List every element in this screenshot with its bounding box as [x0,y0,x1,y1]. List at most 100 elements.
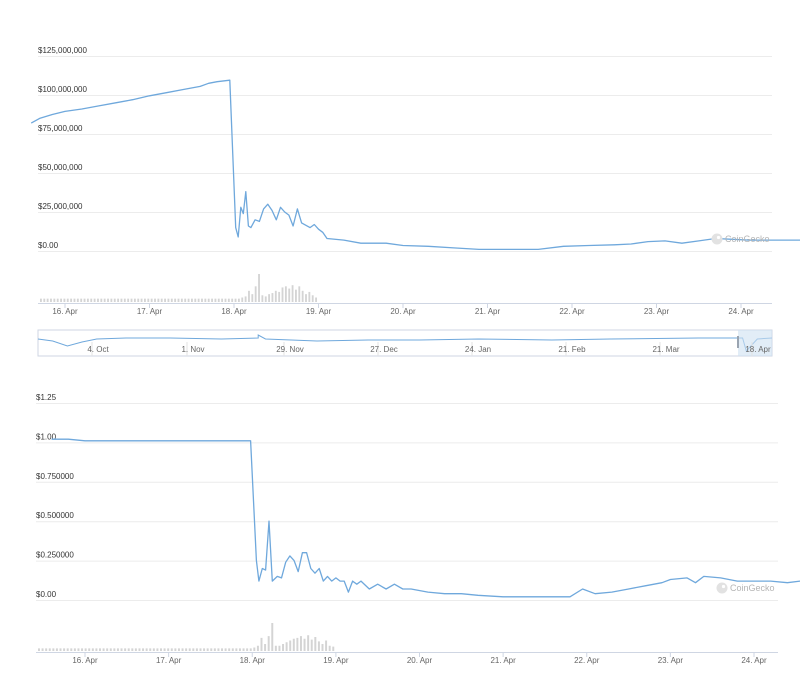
volume-bar [90,298,93,302]
volume-bar [284,286,287,302]
volume-bar [150,298,153,302]
y-tick-label: $25,000,000 [38,202,83,211]
y-tick-label: $100,000,000 [38,85,87,94]
volume-bar [188,648,191,651]
volume-bar [95,648,98,651]
coingecko-logo-eye [716,235,721,240]
volume-bar [180,298,183,302]
volume-bar [163,648,166,651]
volume-bar [256,645,259,651]
volume-bar [238,648,241,651]
volume-bar [227,298,230,302]
volume-bar [242,648,245,651]
volume-bar [110,298,113,302]
volume-bar [321,644,324,651]
x-tick-label: 17. Apr [156,656,182,665]
volume-bar [187,298,190,302]
volume-bar [332,646,335,651]
volume-bar [228,648,231,651]
volume-bar [203,648,206,651]
volume-bar [214,298,217,302]
volume-bar [204,298,207,302]
volume-bar [210,648,213,651]
volume-bar [274,645,277,651]
volume-bar [127,298,130,302]
volume-bar [213,648,216,651]
market-cap-chart: $125,000,000 $100,000,000 $75,000,000 $50,0… [30,46,800,357]
x-tick-label: 20. Apr [407,656,433,665]
volume-bar [201,298,203,302]
volume-bar [231,298,234,302]
volume-bar [271,623,274,651]
volume-bar [301,290,304,302]
volume-bar [152,648,155,651]
volume-bar [311,295,314,302]
volume-bar [291,285,294,302]
volume-bar [221,298,224,302]
volume-bar [107,298,109,302]
y-tick-label: $0.750000 [36,472,74,481]
volume-bar [80,298,83,302]
volume-bar [134,648,137,651]
volume-bar [192,648,195,651]
volume-bar [278,645,281,651]
volume-bar [167,298,170,302]
volume-bar [156,648,159,651]
volume-bar [174,298,177,302]
volume-bar [170,298,173,302]
watermark-text: CoinGecko [730,583,775,593]
volume-bar [46,298,49,302]
volume-bar [235,648,238,651]
navigator-handle-left[interactable] [737,336,739,348]
volume-bar [268,294,271,302]
price-chart: $1.25 $1.00 $0.750000 $0.500000 $0.250000 $0.… [36,393,800,665]
volume-bar [295,289,297,302]
volume-bar [138,648,141,651]
volume-bar [170,648,173,651]
volume-bar [77,648,80,651]
y-tick-label: $50,000,000 [38,163,83,172]
volume-bar [131,648,134,651]
navigator-frame [37,329,773,357]
volume-bar [271,293,274,302]
volume-bar [59,648,62,651]
volume-bar [199,648,202,651]
volume-bar [93,298,96,302]
coingecko-logo-icon [711,233,723,245]
volume-bar [246,648,249,651]
volume-bar [296,637,299,651]
volume-bar [206,648,209,651]
volume-bar [109,648,112,651]
volume-bar [299,636,302,651]
volume-bar [70,298,73,302]
volume-bar [102,648,105,651]
x-tick-label: 24. Apr [741,656,767,665]
volume-bar [298,286,301,302]
volume-bar [164,298,166,302]
volume-bar [251,294,254,302]
volume-bar [142,648,145,651]
volume-bar [328,645,331,651]
volume-bar [264,296,267,302]
navigator-tick-label: 29. Nov [276,345,304,354]
volume-bar [303,638,306,651]
volume-bar [43,298,46,302]
volume-bar [106,648,109,651]
volume-bar [285,642,288,651]
volume-bar [231,648,234,651]
volume-bar [282,644,285,651]
volume-bar [66,648,69,651]
volume-bar [84,648,87,651]
volume-bar [310,639,313,651]
volume-bar [307,635,310,651]
volume-bar [81,648,84,651]
volume-bar [260,637,263,651]
y-tick-label: $1.00 [36,432,57,441]
volume-bar [63,298,66,302]
watermark-text: CoinGecko [725,234,770,244]
volume-bar [86,298,89,302]
volume-bar [130,298,133,302]
navigator-tick-label: 4. Oct [87,345,109,354]
volume-bar [133,298,136,302]
volume-bar [288,288,291,302]
